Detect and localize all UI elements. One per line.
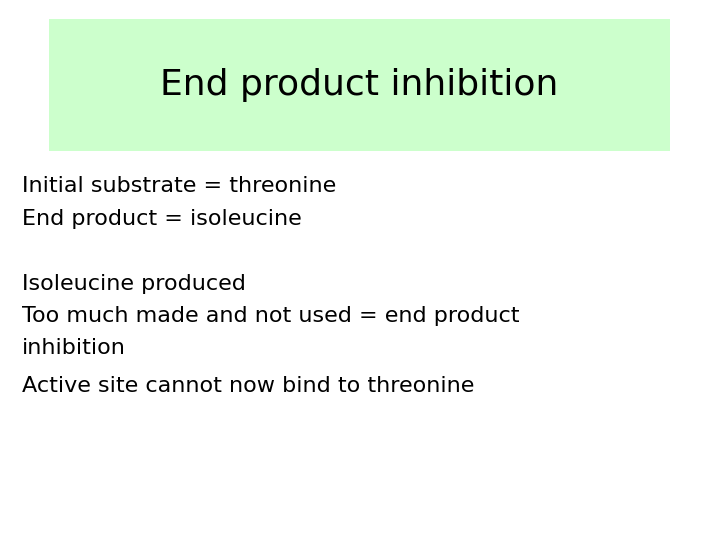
- Text: Too much made and not used = end product: Too much made and not used = end product: [22, 306, 519, 326]
- Text: Initial substrate = threonine: Initial substrate = threonine: [22, 176, 336, 197]
- Text: End product = isoleucine: End product = isoleucine: [22, 208, 302, 229]
- Text: Active site cannot now bind to threonine: Active site cannot now bind to threonine: [22, 376, 474, 396]
- Text: inhibition: inhibition: [22, 338, 125, 359]
- Text: End product inhibition: End product inhibition: [160, 68, 559, 102]
- Bar: [49, 19, 670, 151]
- Text: Isoleucine produced: Isoleucine produced: [22, 273, 246, 294]
